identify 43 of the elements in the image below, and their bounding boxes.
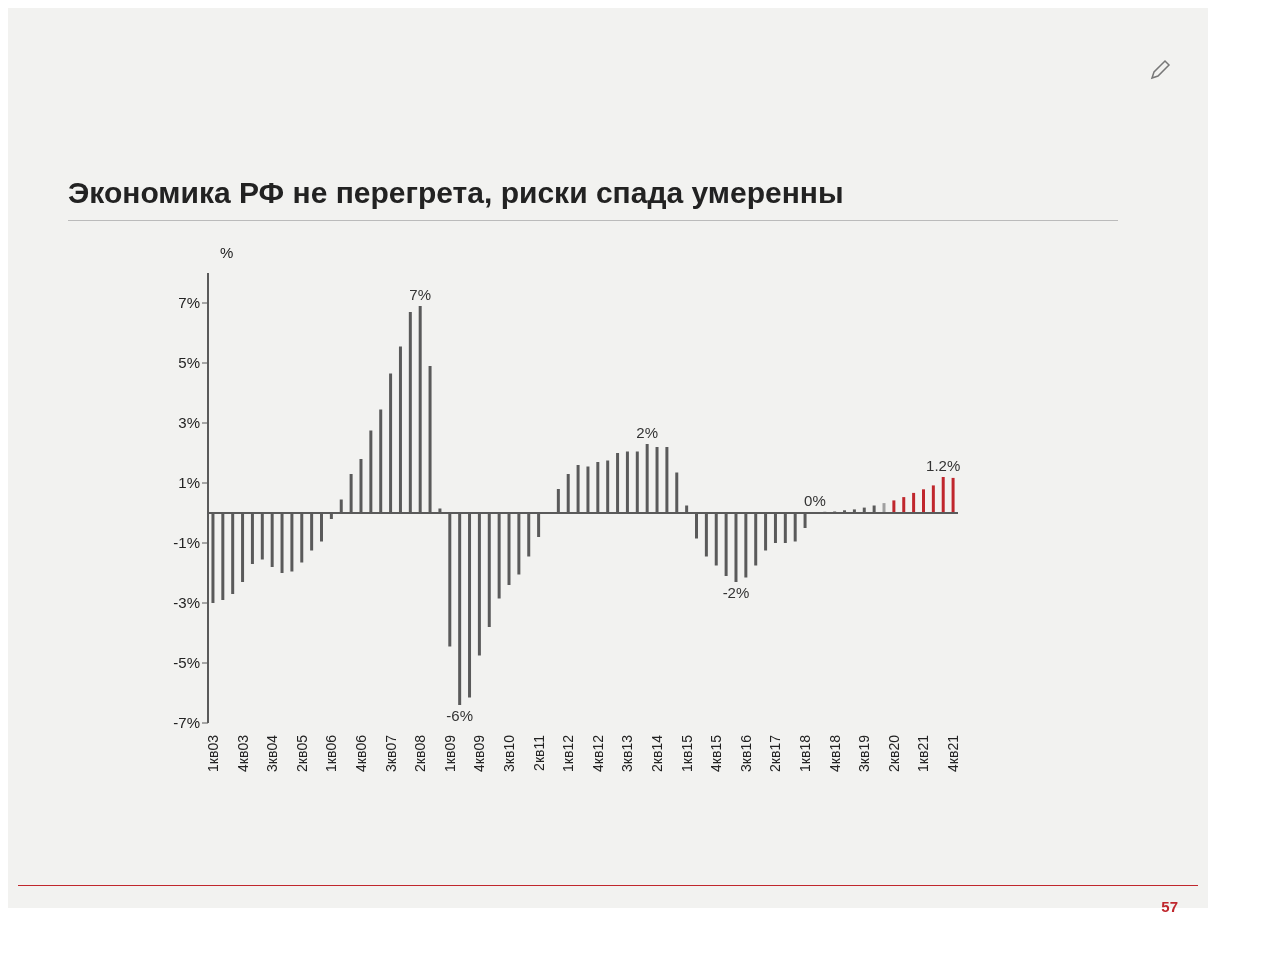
x-tick-label: 2кв14: [649, 734, 666, 772]
y-tick-label: 7%: [178, 294, 200, 312]
y-tick-label: -3%: [173, 594, 200, 612]
y-tick-label: -5%: [173, 654, 200, 672]
x-tick-label: 3кв07: [382, 734, 399, 772]
x-tick-label: 3кв13: [619, 734, 636, 772]
x-tick-label: 4кв18: [826, 734, 843, 772]
data-label: 0%: [804, 492, 826, 510]
x-tick-label: 1кв06: [323, 734, 340, 772]
x-tick-label: 2кв17: [767, 734, 784, 772]
x-tick-label: 4кв06: [352, 734, 369, 772]
x-tick-label: 3кв04: [264, 734, 281, 772]
x-tick-label: 1кв15: [678, 734, 695, 772]
x-tick-label: 3кв19: [856, 734, 873, 772]
y-tick-label: 5%: [178, 354, 200, 372]
x-tick-label: 4кв15: [708, 734, 725, 772]
y-tick-label: 3%: [178, 414, 200, 432]
x-tick-label: 3кв10: [500, 734, 517, 772]
y-tick-label: -7%: [173, 714, 200, 732]
data-label: -2%: [722, 584, 750, 601]
data-label: -6%: [446, 707, 474, 724]
x-tick-label: 1кв21: [915, 734, 932, 772]
y-tick-label: -1%: [173, 534, 200, 552]
x-tick-label: 2кв05: [293, 734, 310, 772]
x-tick-label: 1кв03: [204, 734, 221, 772]
x-tick-label: 2кв08: [412, 734, 429, 772]
x-tick-label: 4кв12: [589, 734, 606, 772]
text: 57: [1161, 898, 1178, 915]
x-tick-label: 4кв09: [471, 734, 488, 772]
x-tick-label: 3кв16: [737, 734, 754, 772]
x-tick-label: 1кв18: [797, 734, 814, 772]
x-tick-label: 2кв20: [885, 734, 902, 772]
data-label: 7%: [409, 286, 432, 303]
data-label: 1.2%: [926, 457, 961, 474]
x-tick-label: 4кв03: [234, 734, 251, 772]
y-axis-title: %: [220, 243, 234, 261]
x-tick-label: 1кв09: [441, 734, 458, 772]
x-tick-label: 2кв11: [530, 734, 547, 771]
x-tick-label: 4кв21: [945, 734, 962, 772]
data-label: 2%: [636, 424, 659, 441]
chart-title: Экономика РФ не перегрета, риски спада умеренны: [68, 176, 844, 210]
y-tick-label: 1%: [178, 474, 200, 492]
x-tick-label: 1кв12: [560, 734, 577, 772]
